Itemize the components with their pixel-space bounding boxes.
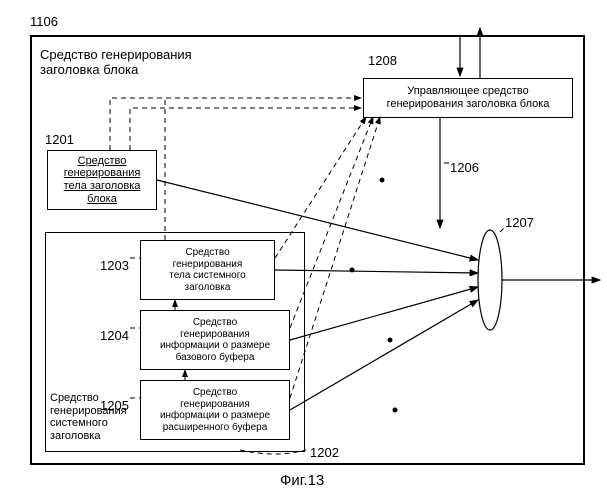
node-controller: Управляющее средство генерирования загол… <box>363 78 573 118</box>
ref-1208: 1208 <box>368 53 397 68</box>
ref-1202: 1202 <box>310 445 339 460</box>
node-1205-text: Средство генерирования информации о разм… <box>160 387 270 433</box>
figure-label: Фиг.13 <box>280 472 324 489</box>
outer-title: Средство генерирования заголовка блока <box>40 48 192 78</box>
ref-1205: 1205 <box>100 398 129 413</box>
node-1201-text: Средство генерирования тела заголовка бл… <box>64 155 141 206</box>
node-1203-text: Средство генерирования тела системного з… <box>169 247 245 293</box>
ref-1207: 1207 <box>505 215 534 230</box>
node-1204-text: Средство генерирования информации о разм… <box>160 317 270 363</box>
node-base-buffer-size: Средство генерирования информации о разм… <box>140 310 290 370</box>
node-block-header-body-generator: Средство генерирования тела заголовка бл… <box>47 150 157 210</box>
node-1208-text: Управляющее средство генерирования загол… <box>387 85 550 110</box>
ref-1203: 1203 <box>100 258 129 273</box>
node-ext-buffer-size: Средство генерирования информации о разм… <box>140 380 290 440</box>
ref-1201: 1201 <box>45 132 74 147</box>
ref-1206: 1206 <box>450 160 479 175</box>
node-system-header-body: Средство генерирования тела системного з… <box>140 240 275 300</box>
ref-1106: 1106 <box>30 14 58 29</box>
ref-1204: 1204 <box>100 328 129 343</box>
